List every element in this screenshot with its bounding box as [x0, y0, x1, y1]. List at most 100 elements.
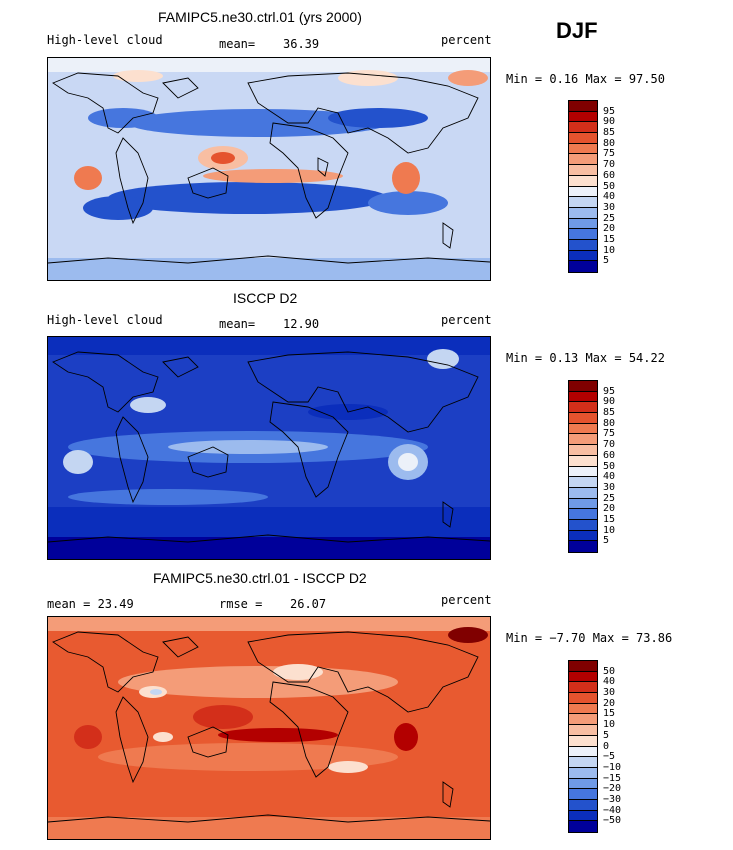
colorbar-label: 70 — [603, 439, 616, 451]
colorbar-swatch — [569, 735, 597, 747]
colorbar-label: −50 — [603, 815, 622, 827]
colorbar-swatch — [569, 165, 597, 176]
contour-map — [47, 336, 491, 560]
colorbar-swatch — [569, 101, 597, 112]
colorbar-label: 50 — [603, 460, 616, 472]
colorbar-swatch — [569, 519, 597, 531]
mean-label: mean= — [219, 317, 256, 331]
contour-map-svg — [48, 337, 490, 559]
colorbar-label: 15 — [603, 513, 616, 525]
colorbar-label: −5 — [603, 751, 616, 763]
colorbar-swatch — [569, 767, 597, 779]
min-max-label: Min = 0.16 Max = 97.50 — [506, 72, 665, 86]
colorbar-swatch — [569, 218, 597, 230]
colorbar-swatch — [569, 434, 597, 446]
colorbar-label: −15 — [603, 772, 622, 784]
colorbar-swatch — [569, 423, 597, 435]
colorbar-difference: 50 40 30 20 15 10 5 0 −5 −10 −15 −20 −30 −40 −50 — [568, 660, 621, 833]
colorbar-swatch — [569, 498, 597, 510]
colorbar-swatch — [569, 682, 597, 694]
colorbar-label: 15 — [603, 708, 616, 720]
colorbar-label: 80 — [603, 417, 616, 429]
colorbar-swatch — [569, 207, 597, 219]
colorbar-swatch — [569, 455, 597, 467]
colorbar-label: 30 — [603, 481, 616, 493]
colorbar-label: 90 — [603, 116, 616, 128]
colorbar-swatch — [569, 197, 597, 208]
colorbar-label: 20 — [603, 503, 616, 515]
colorbar-label: 0 — [603, 740, 610, 752]
colorbar-swatch — [569, 186, 597, 198]
colorbar-swatch — [569, 413, 597, 424]
contour-map — [47, 57, 491, 281]
colorbar-swatch — [569, 725, 597, 736]
colorbar-label: 10 — [603, 524, 616, 536]
colorbar-swatch — [569, 391, 597, 403]
colorbar-label: −30 — [603, 793, 622, 805]
colorbar-swatch — [569, 261, 597, 272]
panel-title: FAMIPC5.ne30.ctrl.01 - ISCCP D2 — [153, 570, 367, 586]
colorbar-label: 5 — [603, 729, 610, 741]
mean-label: mean= — [219, 37, 256, 51]
colorbar-label: 15 — [603, 233, 616, 245]
panel-title: ISCCP D2 — [233, 290, 298, 306]
colorbar-swatch — [569, 487, 597, 499]
units-label: percent — [441, 313, 492, 327]
colorbar-label: −10 — [603, 761, 622, 773]
contour-map-svg — [48, 58, 490, 280]
colorbar-label: 75 — [603, 428, 616, 440]
colorbar-label: 70 — [603, 159, 616, 171]
colorbar-label: 50 — [603, 665, 616, 677]
colorbar-label: −20 — [603, 783, 622, 795]
colorbar-swatch — [569, 746, 597, 758]
colorbar-label: 50 — [603, 180, 616, 192]
colorbar-label: 95 — [603, 385, 616, 397]
colorbar-swatch — [569, 541, 597, 552]
colorbar-swatch — [569, 789, 597, 800]
colorbar-swatch — [569, 445, 597, 456]
colorbar-swatch — [569, 402, 597, 414]
colorbar-label: 85 — [603, 407, 616, 419]
colorbar-label: 25 — [603, 492, 616, 504]
colorbar-label: 40 — [603, 471, 616, 483]
mean-value: 12.90 — [283, 317, 320, 331]
colorbar-swatch — [569, 778, 597, 790]
colorbar-swatch — [569, 714, 597, 726]
field-label: High-level cloud — [47, 313, 163, 327]
colorbar-label: 80 — [603, 137, 616, 149]
colorbar-label: 5 — [603, 255, 610, 267]
colorbar-label: 95 — [603, 105, 616, 117]
colorbar-swatch — [569, 757, 597, 768]
colorbar-swatch — [569, 799, 597, 811]
colorbar-swatch — [569, 381, 597, 392]
colorbar-label: 40 — [603, 676, 616, 688]
colorbar-swatch — [569, 111, 597, 123]
colorbar-label: 5 — [603, 535, 610, 547]
colorbar-swatch — [569, 143, 597, 155]
units-label: percent — [441, 593, 492, 607]
colorbar-swatch — [569, 821, 597, 832]
mean-label: mean = 23.49 — [47, 597, 134, 611]
colorbar-swatch — [569, 239, 597, 251]
colorbar-swatch — [569, 661, 597, 672]
colorbar-label: 75 — [603, 148, 616, 160]
colorbar-label: 85 — [603, 127, 616, 139]
colorbar-swatch — [569, 250, 597, 262]
rmse-value: 26.07 — [290, 597, 327, 611]
contour-map — [47, 616, 491, 840]
rmse-label: rmse = — [219, 597, 263, 611]
colorbar-label: 20 — [603, 223, 616, 235]
colorbar-label: 10 — [603, 719, 616, 731]
colorbar-swatch — [569, 466, 597, 478]
panel-title: FAMIPC5.ne30.ctrl.01 (yrs 2000) — [158, 9, 362, 25]
units-label: percent — [441, 33, 492, 47]
field-label: High-level cloud — [47, 33, 163, 47]
colorbar-swatch — [569, 175, 597, 187]
colorbar-label: 30 — [603, 201, 616, 213]
colorbar-swatch — [569, 154, 597, 166]
colorbar-swatch — [569, 133, 597, 144]
colorbar-label: 30 — [603, 687, 616, 699]
colorbar-swatch — [569, 530, 597, 542]
colorbar-label: −40 — [603, 804, 622, 816]
season-label: DJF — [556, 18, 598, 43]
